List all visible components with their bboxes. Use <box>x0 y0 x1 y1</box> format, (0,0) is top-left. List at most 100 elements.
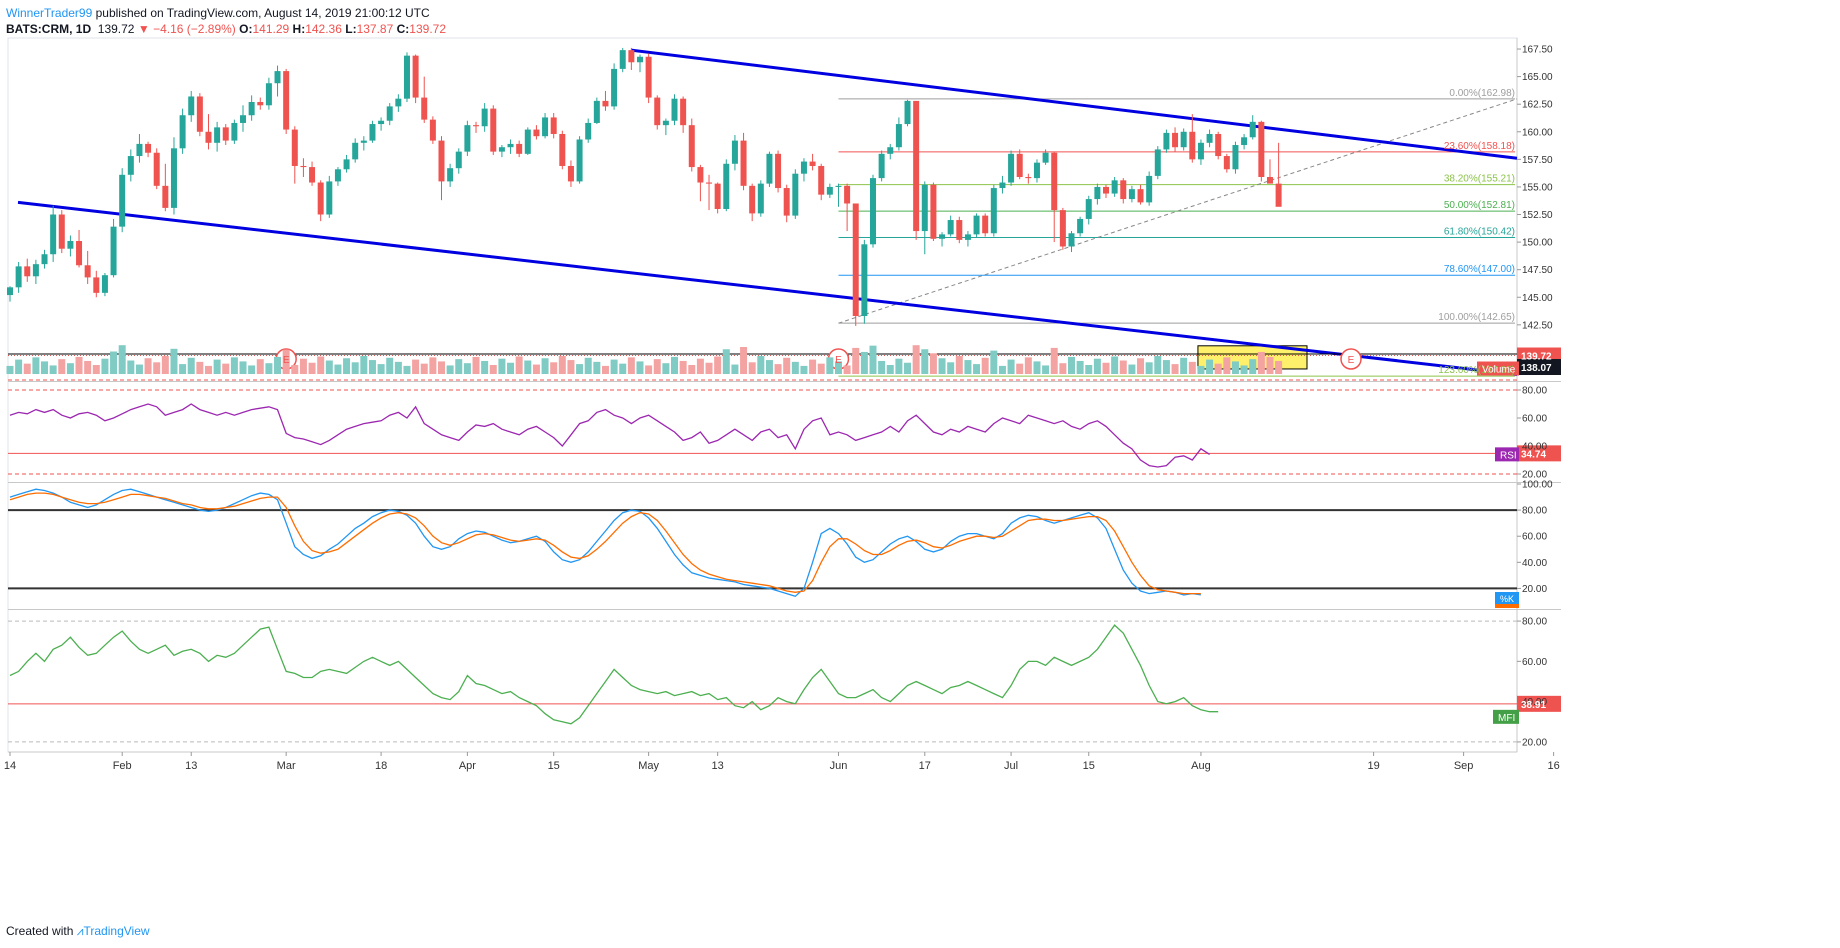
volume-bar <box>791 361 799 374</box>
fib-level-label: 123.60%(137.85) <box>1438 365 1515 376</box>
candle-body <box>576 139 583 182</box>
candle-body <box>1197 142 1204 160</box>
candle-body <box>291 129 298 166</box>
rsi-pane <box>8 389 1561 475</box>
volume-bar <box>204 365 212 374</box>
candle-body <box>1266 177 1273 184</box>
volume-bar <box>843 365 851 374</box>
candle-body <box>1180 131 1187 148</box>
symbol-info: BATS:CRM, 1D 139.72 ▼ −4.16 (−2.89%) O:1… <box>6 22 446 36</box>
rsi-tick-label: 60.00 <box>1522 414 1547 425</box>
volume-bar <box>938 358 946 374</box>
volume-bar <box>834 361 842 374</box>
candle-body <box>15 266 22 288</box>
open-label: O: <box>239 22 253 36</box>
candle-body <box>818 165 825 195</box>
tradingview-brand[interactable]: TradingView <box>83 924 150 938</box>
candle-body <box>67 240 74 249</box>
candle-body <box>1042 152 1049 163</box>
time-tick-label: 13 <box>185 760 197 772</box>
channel-lower-line <box>17 200 1518 376</box>
fib-diagonal-line <box>838 98 1518 324</box>
volume-bar <box>412 359 420 374</box>
sto-tick-label: 20.00 <box>1522 584 1547 595</box>
candle-body <box>844 185 851 204</box>
volume-bar <box>619 363 627 374</box>
high-label: H: <box>292 22 306 36</box>
high-value: 142.36 <box>305 22 342 36</box>
candle-body <box>749 185 756 214</box>
candle-body <box>119 174 126 227</box>
fib-level-label: 0.00%(162.98) <box>1449 88 1515 99</box>
volume-bar <box>58 359 66 374</box>
volume-bar <box>627 357 635 374</box>
candle-body <box>1206 133 1213 143</box>
volume-bar <box>66 363 74 374</box>
candle-body <box>1033 162 1040 179</box>
candle-body <box>602 100 609 107</box>
volume-bar <box>722 349 730 374</box>
candle-body <box>32 264 39 277</box>
volume-bar <box>524 360 532 374</box>
candle-body <box>473 125 480 127</box>
candle-body <box>913 100 920 232</box>
mfi-tick-label: 20.00 <box>1522 737 1547 748</box>
volume-bar <box>645 365 653 374</box>
stoch-k-tag: %K <box>1500 594 1514 604</box>
volume-bar <box>1197 365 1205 374</box>
chart-area[interactable]: 142.50 145.00 147.50 150.00 152.50 155.00 157.… <box>0 0 1840 920</box>
sto-tick-label: 100.00 <box>1522 480 1553 491</box>
stoch-k-tag-bg <box>1495 592 1519 604</box>
volume-bar <box>904 362 912 374</box>
volume-bar <box>1119 360 1127 374</box>
price-tick-label: 145.00 <box>1522 293 1553 304</box>
volume-bar <box>127 360 135 374</box>
candle-body <box>1215 133 1222 157</box>
volume-bar <box>1076 360 1084 374</box>
volume-bar <box>1214 363 1222 374</box>
candle-body <box>1249 121 1256 138</box>
volume-bar <box>593 361 601 374</box>
volume-bar <box>291 365 299 374</box>
candle-body <box>964 234 971 240</box>
candle-body <box>792 173 799 216</box>
candle-body <box>1077 218 1084 234</box>
time-tick-label: 13 <box>712 760 724 772</box>
candle-body <box>895 124 902 148</box>
candle-body <box>1275 183 1282 207</box>
created-with-text: Created with <box>6 924 74 938</box>
candle-body <box>567 165 574 182</box>
volume-bar <box>317 356 325 374</box>
volume-bar <box>705 362 713 374</box>
volume-bar <box>1059 363 1067 374</box>
author-name[interactable]: WinnerTrader99 <box>6 6 93 20</box>
sto-tick-label: 60.00 <box>1522 532 1547 543</box>
volume-bar <box>636 361 644 374</box>
volume-bar <box>1171 364 1179 374</box>
volume-bar <box>990 350 998 374</box>
volume-bar <box>75 356 83 374</box>
earnings-marker-label: E <box>283 355 290 366</box>
volume-bar <box>567 360 575 374</box>
candle-body <box>498 147 505 152</box>
candle-body <box>1111 180 1118 194</box>
candle-body <box>585 122 592 140</box>
rsi-tick-label: 20.00 <box>1522 470 1547 481</box>
candle-body <box>887 147 894 154</box>
price-tick-label: 155.00 <box>1522 182 1553 193</box>
low-label: L: <box>345 22 357 36</box>
candle-body <box>1154 149 1161 176</box>
rsi-label: RSI <box>1500 450 1517 461</box>
mfi-value-tag: 38.91 <box>1521 700 1546 711</box>
volume-bar <box>6 365 14 374</box>
volume-tag-label: Volume <box>1482 365 1516 376</box>
volume-bar <box>1154 356 1162 374</box>
candle-body <box>1146 175 1153 203</box>
volume-bar <box>1206 359 1214 374</box>
candle-body <box>636 56 643 63</box>
volume-bar <box>662 363 670 374</box>
candle-body <box>438 140 445 182</box>
tradingview-logo-icon[interactable]: ⩘ <box>76 924 84 938</box>
candle-body <box>740 140 747 186</box>
candle-body <box>421 97 428 120</box>
